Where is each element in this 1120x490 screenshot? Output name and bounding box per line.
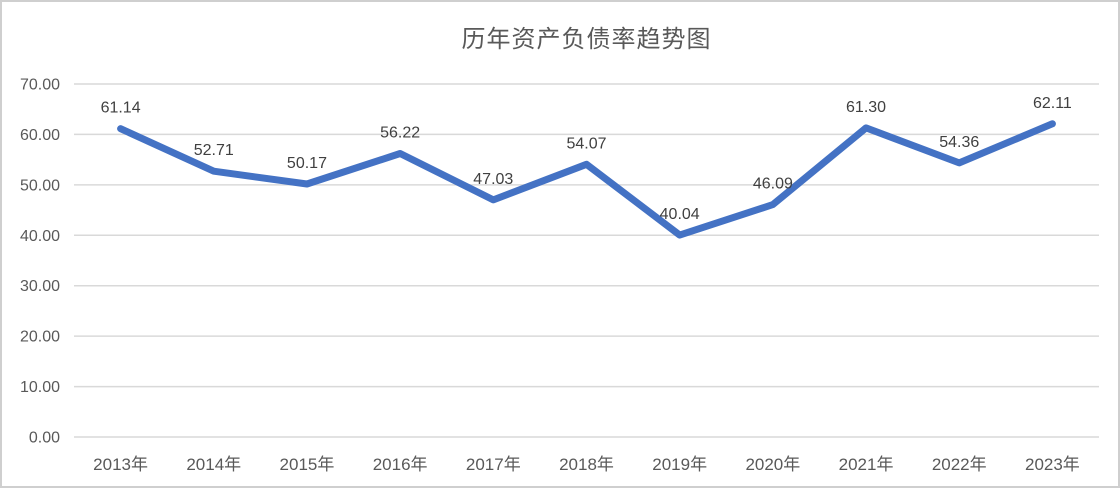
trend-line — [117, 120, 1056, 239]
data-label: 50.17 — [287, 155, 327, 172]
x-axis-tick-label: 2017年 — [466, 455, 521, 474]
data-label: 54.07 — [566, 135, 606, 152]
y-axis-tick-label: 0.00 — [29, 430, 60, 447]
y-axis-tick-label: 50.00 — [20, 177, 60, 194]
y-axis-tick-label: 70.00 — [20, 77, 60, 94]
y-axis-tick-label: 20.00 — [20, 329, 60, 346]
x-axis-tick-label: 2014年 — [186, 455, 241, 474]
x-axis-tick-label: 2020年 — [745, 455, 800, 474]
y-axis-tick-label: 30.00 — [20, 278, 60, 295]
x-axis-tick-label: 2015年 — [280, 455, 335, 474]
x-axis-tick-label: 2023年 — [1025, 455, 1080, 474]
y-axis-tick-label: 60.00 — [20, 127, 60, 144]
x-axis-tick-label: 2019年 — [652, 455, 707, 474]
data-label: 46.09 — [753, 176, 793, 193]
y-axis-tick-label: 40.00 — [20, 228, 60, 245]
y-axis-tick-label: 10.00 — [20, 379, 60, 396]
data-label: 62.11 — [1033, 95, 1072, 112]
data-label: 40.04 — [660, 206, 700, 223]
data-label: 52.71 — [194, 142, 234, 159]
data-label: 54.36 — [939, 134, 979, 151]
data-label: 61.14 — [101, 100, 141, 117]
x-axis-tick-label: 2013年 — [93, 455, 148, 474]
data-label: 61.30 — [846, 99, 886, 116]
x-axis-tick-label: 2022年 — [932, 455, 987, 474]
chart-title: 历年资产负债率趋势图 — [461, 26, 712, 53]
x-axis-tick-label: 2018年 — [559, 455, 614, 474]
x-axis-tick-label: 2016年 — [373, 455, 428, 474]
data-label: 47.03 — [473, 171, 513, 188]
data-label: 56.22 — [380, 124, 420, 141]
x-axis-tick-label: 2021年 — [839, 455, 894, 474]
